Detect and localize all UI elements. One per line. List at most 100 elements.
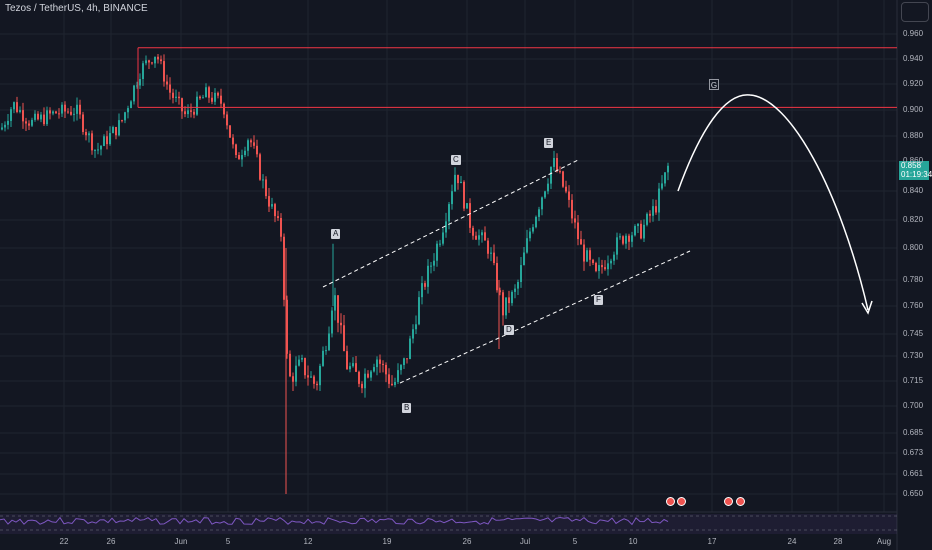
candle-body <box>529 231 531 239</box>
candle-body <box>355 363 357 372</box>
time-tick-label: Jul <box>519 537 531 546</box>
price-tick-label: 0.840 <box>903 186 924 195</box>
candle-body <box>463 181 465 209</box>
price-tick-label: 0.960 <box>903 29 924 38</box>
candle-body <box>457 174 459 184</box>
candle-body <box>46 110 48 125</box>
candle-body <box>487 240 489 254</box>
event-marker-icon[interactable] <box>666 497 675 506</box>
candle-body <box>133 85 135 102</box>
price-tick-label: 0.685 <box>903 428 924 437</box>
candle-body <box>157 56 159 60</box>
candle-body <box>526 238 528 253</box>
wave-label-b[interactable]: B <box>402 403 412 413</box>
candle-body <box>208 87 210 98</box>
candle-body <box>589 250 591 260</box>
wave-label-g[interactable]: G <box>709 79 719 90</box>
candle-body <box>214 92 216 102</box>
candle-body <box>643 224 645 239</box>
candle-body <box>598 265 600 272</box>
candle-body <box>652 206 654 216</box>
candle-body <box>187 110 189 115</box>
channel-lower-line <box>399 250 691 384</box>
candle-body <box>364 373 366 389</box>
candle-body <box>19 110 21 112</box>
price-tick-label: 0.730 <box>903 351 924 360</box>
price-tick-label: 0.920 <box>903 79 924 88</box>
candle-body <box>628 235 630 242</box>
candle-body <box>433 260 435 266</box>
candle-body <box>220 95 222 104</box>
projection-arc <box>677 94 869 311</box>
candle-body <box>223 103 225 115</box>
candle-body <box>118 120 120 136</box>
candle-body <box>319 365 321 386</box>
candle-body <box>85 131 87 136</box>
candle-body <box>658 188 660 213</box>
candle-body <box>28 123 30 126</box>
wave-label-c[interactable]: C <box>451 155 461 165</box>
time-tick-label: Aug <box>876 537 892 546</box>
candle-body <box>94 149 96 151</box>
candle-body <box>520 265 522 282</box>
chart-menu-button[interactable] <box>901 2 929 22</box>
candle-body <box>76 104 78 114</box>
time-tick-label: 22 <box>59 537 69 546</box>
candle-body <box>541 197 543 210</box>
price-tick-label: 0.650 <box>903 489 924 498</box>
candle-body <box>376 359 378 368</box>
candle-body <box>31 119 33 126</box>
candle-body <box>313 376 315 384</box>
candle-body <box>172 92 174 98</box>
event-marker-icon[interactable] <box>736 497 745 506</box>
candle-body <box>430 265 432 267</box>
candle-body <box>79 104 81 115</box>
candle-body <box>256 145 258 155</box>
candle-body <box>121 120 123 122</box>
wave-label-e[interactable]: E <box>544 138 554 148</box>
candle-body <box>523 252 525 266</box>
candle-body <box>565 186 567 192</box>
candle-body <box>316 383 318 386</box>
candle-body <box>352 363 354 367</box>
price-tick-label: 0.661 <box>903 469 924 478</box>
last-price-value: 0.858 <box>901 161 922 170</box>
candle-body <box>496 263 498 291</box>
time-tick-label: 26 <box>462 537 472 546</box>
candle-body <box>361 383 363 389</box>
candle-body <box>328 333 330 351</box>
candle-body <box>568 191 570 200</box>
candle-body <box>304 358 306 376</box>
candle-body <box>205 87 207 98</box>
wave-label-f[interactable]: F <box>594 295 603 305</box>
candlestick-series <box>1 53 669 494</box>
candle-body <box>508 297 510 304</box>
candle-body <box>409 338 411 359</box>
candle-body <box>124 112 126 121</box>
candle-body <box>55 111 57 114</box>
candle-body <box>574 218 576 223</box>
wave-label-d[interactable]: D <box>504 325 514 335</box>
candle-body <box>472 227 474 236</box>
candle-body <box>346 351 348 370</box>
candle-body <box>367 373 369 378</box>
time-tick-label: 10 <box>628 537 638 546</box>
candle-body <box>91 133 93 151</box>
candle-body <box>253 142 255 146</box>
candle-body <box>388 374 390 384</box>
candle-body <box>145 60 147 64</box>
candle-body <box>391 383 393 386</box>
event-marker-icon[interactable] <box>677 497 686 506</box>
candle-body <box>397 370 399 382</box>
candle-body <box>196 96 198 115</box>
candle-body <box>661 183 663 189</box>
candle-body <box>244 150 246 156</box>
wave-label-a[interactable]: A <box>331 229 341 239</box>
candle-body <box>73 113 75 115</box>
candle-body <box>97 149 99 151</box>
last-price-tag: 0.858 01:19:34 <box>899 161 932 180</box>
symbol-title[interactable]: Tezos / TetherUS, 4h, BINANCE <box>5 3 148 14</box>
candle-body <box>211 97 213 102</box>
event-marker-icon[interactable] <box>724 497 733 506</box>
